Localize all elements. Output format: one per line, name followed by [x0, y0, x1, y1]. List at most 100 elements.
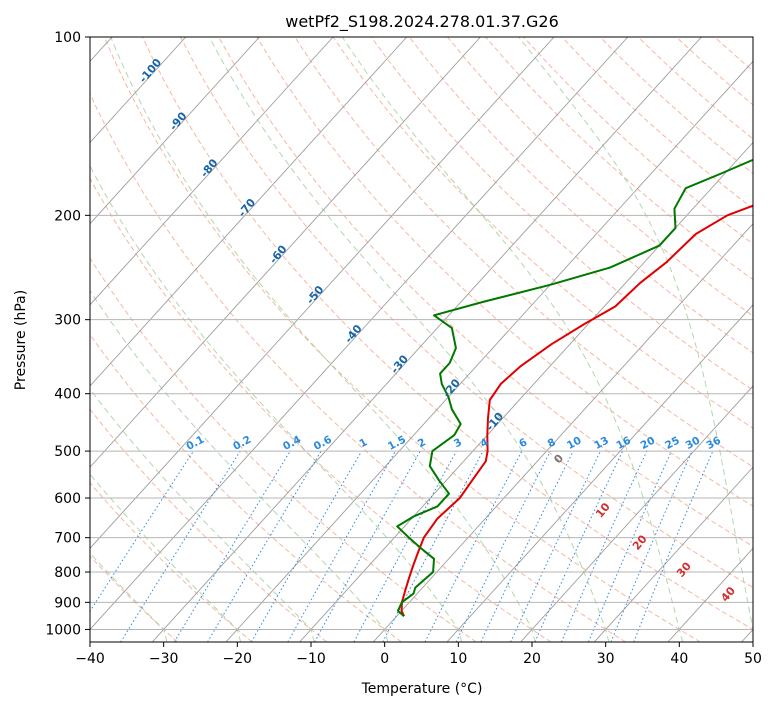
x-tick-label: 10	[449, 651, 467, 667]
mixing-ratio-line	[120, 450, 241, 642]
dewpoint-profile-line	[396, 158, 753, 617]
isotherm-line	[151, 37, 702, 642]
isotherm-label: -90	[167, 109, 190, 133]
isotherm-line	[90, 37, 629, 631]
isotherm-line	[90, 37, 555, 549]
isotherm-line	[520, 385, 753, 642]
mixing-ratio-label: 20	[639, 435, 658, 452]
isotherm-line	[90, 37, 481, 468]
moist-adiabat-line	[518, 37, 753, 632]
dry-adiabat-line	[180, 37, 753, 589]
isotherm-label: -60	[267, 242, 290, 266]
isotherm-label: -40	[342, 322, 365, 346]
x-tick-label: −40	[75, 651, 105, 667]
mixing-ratio-line	[455, 450, 551, 642]
dry-adiabat-line	[447, 37, 753, 317]
isotherm-line	[299, 141, 753, 642]
y-tick-label: 400	[54, 387, 81, 403]
dry-adiabat-line	[90, 92, 626, 642]
y-tick-label: 600	[54, 491, 81, 507]
mixing-ratio-line	[560, 450, 648, 642]
isotherm-line	[593, 466, 753, 642]
mixing-ratio-label: 30	[684, 435, 703, 452]
mixing-ratio-label: 10	[565, 435, 584, 452]
temperature-profile-line	[400, 204, 753, 617]
dry-adiabat-line	[714, 37, 753, 72]
mixing-ratio-line	[633, 450, 714, 642]
isotherm-line	[90, 37, 187, 144]
mixing-ratio-line	[90, 450, 194, 613]
dry-adiabat-line	[408, 37, 753, 354]
dry-adiabat-line	[523, 37, 753, 245]
isotherm-line	[225, 60, 753, 642]
y-tick-label: 200	[54, 208, 81, 224]
mixing-ratio-line	[287, 450, 396, 642]
isotherm-line	[446, 304, 753, 642]
plot-frame	[89, 36, 754, 643]
mixing-ratio-label: 6	[517, 436, 529, 450]
mixing-ratio-line	[250, 450, 363, 642]
x-tick-label: 30	[597, 651, 615, 667]
mixing-ratio-line	[534, 450, 624, 642]
mixing-ratio-line	[314, 450, 421, 642]
y-tick-label: 500	[54, 444, 81, 460]
moist-adiabat-line	[341, 37, 684, 642]
y-tick-label: 800	[54, 565, 81, 581]
mixing-ratio-line	[588, 450, 672, 642]
dry-adiabat-line	[90, 482, 253, 642]
mixing-ratio-label: 0.6	[312, 434, 334, 453]
isotherm-label: -100	[137, 56, 165, 86]
moist-adiabat-label: 40	[718, 584, 738, 604]
dry-adiabat-line	[332, 37, 753, 429]
y-tick-label: 1000	[45, 622, 81, 638]
dry-adiabat-line	[90, 257, 477, 642]
mixing-ratio-label: 0.1	[184, 434, 206, 453]
dry-adiabat-line	[561, 37, 753, 210]
moist-adiabat-line	[90, 388, 315, 642]
moist-adiabat-line	[90, 289, 389, 642]
y-tick-label: 700	[54, 531, 81, 547]
dry-adiabat-line	[218, 37, 753, 548]
isotherm-line	[90, 37, 408, 387]
y-tick-label: 900	[54, 595, 81, 611]
x-tick-label: 20	[523, 651, 541, 667]
moist-adiabat-label: 30	[674, 559, 694, 579]
dry-adiabat-line	[90, 177, 552, 642]
moist-adiabat-line	[90, 164, 463, 642]
dry-adiabat-line	[675, 37, 753, 106]
isotherm-label: -80	[198, 156, 221, 180]
mixing-ratio-line	[382, 450, 484, 642]
mixing-ratio-label: 1	[357, 436, 369, 450]
dry-adiabat-line	[599, 37, 753, 175]
x-axis-label: Temperature (°C)	[361, 681, 483, 697]
dry-adiabat-line	[103, 37, 701, 642]
mixing-ratio-label: 0.4	[281, 434, 303, 453]
isotherm-line	[372, 222, 753, 642]
dry-adiabat-line	[141, 37, 753, 630]
moist-adiabat-label: 20	[630, 532, 650, 552]
x-tick-label: 50	[744, 651, 762, 667]
mixing-ratio-label: 16	[614, 435, 633, 452]
mixing-ratio-label: 1.5	[386, 434, 408, 453]
dry-adiabat-line	[294, 37, 753, 468]
mixing-ratio-label: 13	[592, 435, 611, 452]
x-tick-label: 40	[670, 651, 688, 667]
y-axis-label: Pressure (hPa)	[13, 290, 29, 390]
dry-adiabat-line	[752, 37, 753, 39]
mixing-ratio-label: 4	[478, 436, 490, 450]
mixing-ratio-label: 0.2	[231, 434, 253, 453]
x-tick-label: −30	[149, 651, 179, 667]
mixing-ratio-line	[424, 450, 523, 642]
y-tick-label: 300	[54, 313, 81, 329]
isotherm-label: -30	[388, 352, 411, 376]
isotherm-label: -50	[304, 283, 327, 307]
y-tick-label: 100	[54, 30, 81, 46]
mixing-ratio-line	[610, 450, 693, 642]
moist-adiabat-line	[209, 37, 610, 642]
mixing-ratio-line	[353, 450, 457, 642]
mixing-ratio-label: 2	[416, 436, 428, 450]
mixing-ratio-line	[173, 450, 291, 642]
moist-adiabat-label: 10	[593, 500, 613, 520]
chart-title: wetPf2_S198.2024.278.01.37.G26	[285, 12, 559, 32]
